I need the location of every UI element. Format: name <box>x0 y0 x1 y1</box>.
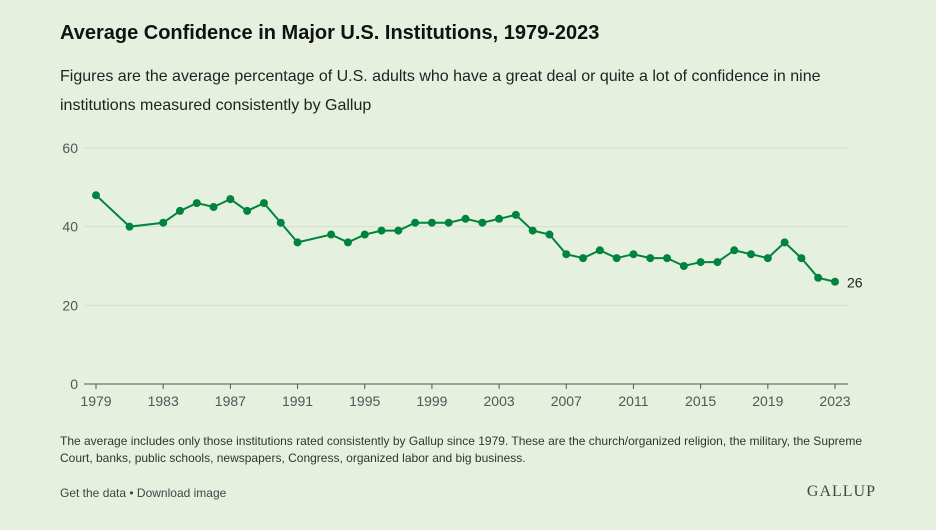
data-point <box>663 254 672 263</box>
data-point <box>679 262 688 270</box>
x-tick-label: 2015 <box>685 393 716 409</box>
data-point <box>360 230 369 239</box>
data-point <box>780 238 789 247</box>
data-point <box>411 218 420 227</box>
data-point <box>377 226 386 235</box>
x-tick-label: 1979 <box>80 393 111 409</box>
data-point <box>831 277 839 286</box>
data-point <box>545 230 554 239</box>
data-point <box>612 254 621 263</box>
data-point <box>276 218 285 227</box>
x-tick-label: 1987 <box>215 393 246 409</box>
x-tick-label: 2007 <box>551 393 582 409</box>
line-chart: 0 20 40 60 1979 1983 1987 1991 1995 1999 2003 2007 2… <box>62 140 863 409</box>
data-point <box>730 246 739 255</box>
data-point <box>713 258 722 267</box>
x-tick-label: 1991 <box>282 393 313 409</box>
data-point <box>259 199 268 208</box>
data-point <box>814 273 823 282</box>
data-point <box>159 218 168 227</box>
data-point <box>175 206 184 215</box>
separator: • <box>126 486 137 500</box>
data-point <box>427 218 436 227</box>
y-tick-label: 60 <box>62 140 78 156</box>
x-tick-label: 2019 <box>752 393 783 409</box>
data-point <box>343 238 352 247</box>
data-point <box>495 214 504 223</box>
y-tick-label: 0 <box>70 376 78 392</box>
data-point <box>747 250 756 259</box>
chart-subtitle: Figures are the average percentage of U.… <box>60 68 821 114</box>
data-point <box>192 199 201 208</box>
data-point <box>125 222 134 231</box>
data-point <box>595 246 604 255</box>
y-tick-label: 40 <box>62 219 78 235</box>
data-point <box>562 250 571 259</box>
data-point <box>293 238 302 247</box>
footnote: The average includes only those institut… <box>60 434 863 465</box>
data-point <box>696 258 705 267</box>
get-data-link[interactable]: Get the data <box>60 486 127 500</box>
x-tick-label: 1983 <box>148 393 179 409</box>
data-point <box>461 214 470 223</box>
footer-links: Get the data • Download image <box>60 486 226 500</box>
data-point <box>209 203 218 211</box>
gallup-logo: GALLUP <box>806 483 876 500</box>
data-point <box>444 218 453 227</box>
data-point <box>327 230 336 239</box>
data-label: 26 <box>847 275 863 291</box>
data-point <box>797 254 806 263</box>
data-point <box>629 250 638 259</box>
data-point <box>579 254 588 263</box>
x-tick-label: 2023 <box>819 393 850 409</box>
data-point <box>528 226 537 235</box>
x-tick-label: 1999 <box>416 393 447 409</box>
data-point <box>226 195 235 204</box>
download-image-link[interactable]: Download image <box>136 486 227 500</box>
x-tick-label: 1995 <box>349 393 380 409</box>
x-tick-label: 2003 <box>484 393 515 409</box>
data-point <box>394 226 403 235</box>
y-tick-label: 20 <box>62 297 78 313</box>
data-point <box>478 218 487 227</box>
data-point <box>92 191 100 200</box>
data-point <box>646 254 655 263</box>
x-tick-label: 2011 <box>618 393 648 409</box>
series-line <box>95 194 836 283</box>
data-point <box>511 210 520 219</box>
chart-title: Average Confidence in Major U.S. Institu… <box>60 22 600 44</box>
data-point <box>243 206 252 215</box>
data-point <box>763 254 772 263</box>
